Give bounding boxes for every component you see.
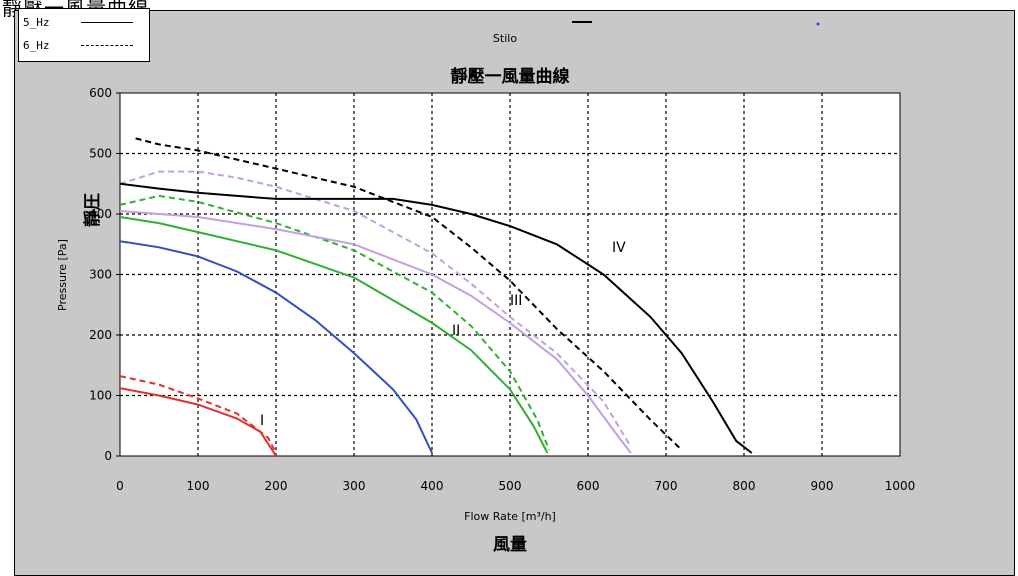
annotation-i: I [260, 413, 264, 429]
series [119, 137, 753, 457]
legend-row-6hz: 6_Hz [19, 35, 149, 55]
x-tick-label: 600 [577, 479, 600, 493]
series-line-6 [119, 170, 632, 448]
frequency-legend: 5_Hz 6_Hz [18, 8, 150, 62]
y-tick-label: 100 [89, 389, 112, 403]
legend-label: 6_Hz [23, 38, 50, 52]
x-tick-label: 0 [116, 479, 124, 493]
x-tick-label: 700 [655, 479, 678, 493]
annotation-iii: III [510, 293, 522, 309]
x-tick-label: 400 [421, 479, 444, 493]
x-tick-label: 800 [733, 479, 756, 493]
chart-title: 靜壓一風量曲線 [451, 66, 570, 87]
top-legend-label: Stilo [493, 32, 517, 45]
x-axis-label: Flow Rate [m³/h] [464, 510, 556, 523]
x-tick-label: 900 [811, 479, 834, 493]
series-line-3 [119, 216, 549, 454]
x-tick-label: 500 [499, 479, 522, 493]
x-tick-label: 100 [187, 479, 210, 493]
y-tick-label: 400 [89, 207, 112, 221]
x-tick-label: 1000 [885, 479, 916, 493]
legend-dashed-line [81, 44, 133, 46]
x-axis-label-cn: 風量 [493, 534, 527, 555]
series-line-0 [119, 387, 277, 457]
y-tick-label: 200 [89, 328, 112, 342]
series-line-5 [119, 210, 632, 454]
y-tick-label: 500 [89, 147, 112, 161]
y-tick-label: 300 [89, 268, 112, 282]
annotation-ii: II [452, 323, 460, 339]
annotation-iv: IV [612, 240, 626, 256]
x-tick-label: 300 [343, 479, 366, 493]
series-line-1 [119, 375, 277, 454]
series-line-4 [119, 194, 550, 451]
y-tick-label: 600 [89, 86, 112, 100]
top-legend-dot [816, 22, 820, 26]
series-line-7 [119, 182, 753, 454]
ticks: 0 100 200 300 400 500 600 700 800 900 1000 0 100 200 3… [89, 86, 915, 493]
legend-solid-line [81, 21, 133, 23]
y-axis-label: Pressure [Pa] [56, 239, 69, 311]
series-line-2 [119, 240, 433, 454]
y-axis-label-cn: 靜圧 [82, 193, 103, 227]
legend-label: 5_Hz [23, 15, 50, 29]
x-tick-label: 200 [265, 479, 288, 493]
series-line-8 [135, 137, 683, 451]
y-tick-label: 0 [104, 449, 112, 463]
legend-row-5hz: 5_Hz [19, 12, 149, 32]
